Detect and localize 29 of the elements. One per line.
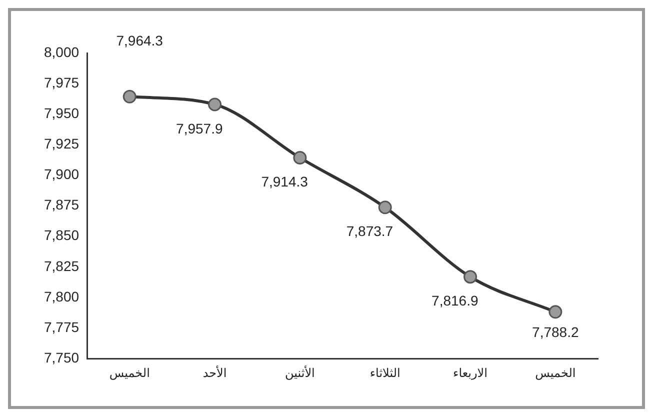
y-tick-label: 7,900 (44, 166, 80, 182)
x-tick-label: الخميس (109, 366, 150, 380)
point (122, 90, 136, 104)
point (208, 98, 222, 112)
y-tick-label: 8,000 (44, 44, 80, 60)
point (548, 305, 562, 319)
y-tick-label: 7,950 (44, 104, 80, 121)
point (293, 151, 307, 165)
y-tick-label: 7,775 (44, 318, 80, 335)
data-label: 7,964.3 (116, 32, 164, 48)
x-tick-label: الأحد (202, 364, 227, 380)
y-tick-label: 7,875 (44, 196, 80, 213)
y-tick-label: 7,925 (44, 136, 80, 152)
x-tick-label: الأثنين (284, 364, 315, 380)
data-label: 7,957.9 (176, 120, 223, 136)
y-tick-label: 7,750 (44, 349, 80, 366)
x-tick-label: الثلاثاء (370, 366, 400, 380)
y-tick-label: 7,975 (44, 74, 80, 90)
y-tick-label: 7,825 (44, 258, 80, 274)
data-label: 7,788.2 (532, 324, 579, 340)
y-tick-label: 7,850 (44, 227, 80, 244)
data-label: 7,914.3 (261, 174, 308, 190)
point (464, 270, 478, 284)
x-tick-label: الاربعاء (453, 366, 488, 380)
x-tick-label: الخميس (535, 366, 576, 380)
data-label: 7,816.9 (432, 292, 478, 309)
data-label: 7,873.7 (346, 223, 394, 240)
y-tick-label: 7,800 (44, 288, 80, 304)
point (378, 200, 392, 214)
